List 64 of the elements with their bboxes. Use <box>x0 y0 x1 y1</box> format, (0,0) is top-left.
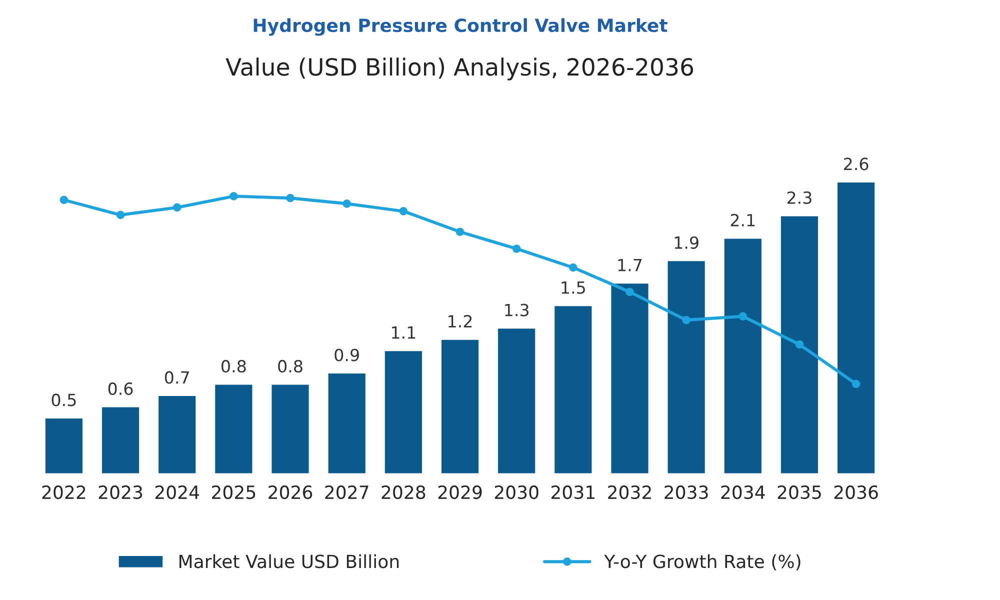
point <box>682 316 690 324</box>
data-label: 1.7 <box>618 259 642 272</box>
data-label: 0.8 <box>278 360 302 373</box>
data-label: 0.9 <box>334 348 359 362</box>
point <box>852 380 860 388</box>
x-tick-label: 2034 <box>721 485 765 500</box>
point <box>738 312 748 320</box>
bar <box>214 383 254 474</box>
data-label: 1.5 <box>562 281 585 294</box>
point <box>568 263 578 272</box>
bar <box>270 383 310 474</box>
point <box>399 207 408 216</box>
legend-label: Market Value USD Billion <box>180 554 399 568</box>
point <box>172 203 182 212</box>
x-tick-label: 2032 <box>608 485 651 500</box>
data-label: 1.9 <box>674 236 698 249</box>
data-label: 1.1 <box>392 326 416 339</box>
point <box>456 228 464 236</box>
bar <box>780 214 820 474</box>
point <box>795 340 804 349</box>
bar <box>44 417 84 474</box>
point <box>60 196 68 204</box>
x-tick-label: 2029 <box>438 485 482 500</box>
x-tick-label: 2030 <box>494 485 538 500</box>
chart-title: Hydrogen Pressure Control Valve Market <box>254 18 668 36</box>
point <box>626 288 634 296</box>
data-label: 0.6 <box>108 382 133 396</box>
x-tick-label: 2033 <box>664 485 708 500</box>
data-label: 2.6 <box>844 158 868 170</box>
x-tick-label: 2025 <box>212 485 256 500</box>
bar <box>836 181 876 474</box>
data-label: 1.2 <box>448 314 472 328</box>
bar <box>722 237 763 474</box>
bar <box>326 372 367 474</box>
bar <box>610 282 650 474</box>
x-tick-label: 2027 <box>325 485 368 500</box>
point <box>512 244 521 253</box>
x-tick-label: 2035 <box>778 485 821 500</box>
point <box>230 192 238 200</box>
x-tick-label: 2026 <box>268 485 312 500</box>
point <box>342 200 352 208</box>
data-label: 0.7 <box>164 371 189 384</box>
data-label: 1.3 <box>505 304 528 316</box>
x-tick-label: 2036 <box>834 485 878 500</box>
data-label: 0.5 <box>52 394 76 406</box>
bar <box>496 327 537 474</box>
bar <box>157 394 198 474</box>
x-tick-label: 2024 <box>155 485 200 500</box>
x-tick-label: 2028 <box>382 485 426 500</box>
bar <box>553 304 594 474</box>
x-tick-label: 2023 <box>98 485 142 500</box>
data-label: 2.1 <box>730 214 755 226</box>
x-tick-label: 2031 <box>552 485 594 500</box>
legend-label: Y-o-Y Growth Rate (%) <box>604 554 800 570</box>
bar <box>666 260 706 474</box>
data-label: 0.8 <box>222 360 246 373</box>
bar <box>100 406 140 474</box>
bar <box>383 350 424 474</box>
point <box>116 210 125 220</box>
chart-subtitle: Value (USD Billion) Analysis, 2026-2036 <box>226 58 694 80</box>
bar <box>440 338 480 474</box>
point <box>286 194 294 202</box>
x-tick-label: 2022 <box>42 485 86 500</box>
data-label: 2.3 <box>787 191 812 204</box>
